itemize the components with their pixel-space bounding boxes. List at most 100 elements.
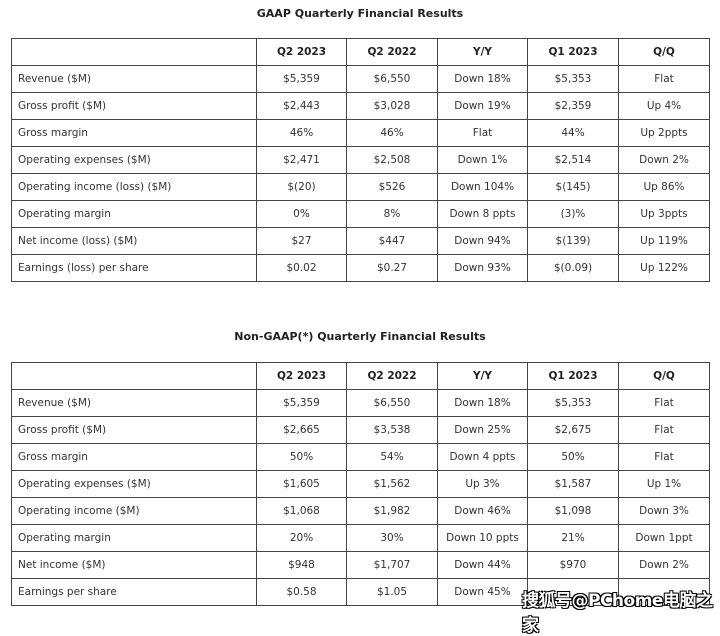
table-cell: $2,443 bbox=[256, 92, 347, 120]
table-cell: $2,514 bbox=[527, 146, 619, 174]
table-cell: 46% bbox=[256, 119, 347, 147]
table-cell: Down 10 ppts bbox=[437, 524, 528, 552]
non-gaap-title: Non-GAAP(*) Quarterly Financial Results bbox=[234, 330, 486, 343]
table-cell: Up 3% bbox=[437, 470, 528, 498]
table-cell: $(20) bbox=[256, 173, 347, 201]
table-cell: $948 bbox=[256, 551, 347, 579]
column-header: Y/Y bbox=[437, 362, 528, 390]
table-row: Earnings per share $0.58 $1.05 Down 45% bbox=[11, 578, 710, 606]
table-cell: $447 bbox=[346, 227, 438, 255]
column-header bbox=[11, 38, 257, 66]
table-cell: $3,538 bbox=[346, 416, 438, 444]
header-row: Q2 2023 Q2 2022 Y/Y Q1 2023 Q/Q bbox=[11, 362, 710, 390]
row-label: Gross profit ($M) bbox=[11, 416, 257, 444]
table-row: Net income (loss) ($M) $27 $447 Down 94% $(1… bbox=[11, 227, 710, 255]
column-header: Q2 2022 bbox=[346, 362, 438, 390]
table-row: Gross profit ($M) $2,443 $3,028 Down 19% $2,… bbox=[11, 92, 710, 120]
row-label: Net income (loss) ($M) bbox=[11, 227, 257, 255]
table-cell: Flat bbox=[618, 443, 710, 471]
table-cell: Up 122% bbox=[618, 254, 710, 282]
table-cell: Down 1% bbox=[437, 146, 528, 174]
table-row: Operating expenses ($M) $1,605 $1,562 Up 3%… bbox=[11, 470, 710, 498]
row-label: Earnings per share bbox=[11, 578, 257, 606]
row-label: Operating margin bbox=[11, 200, 257, 228]
table-cell: 20% bbox=[256, 524, 347, 552]
table-row: Operating expenses ($M) $2,471 $2,508 Down … bbox=[11, 146, 710, 174]
table-cell: 0% bbox=[256, 200, 347, 228]
table-cell: Up 3ppts bbox=[618, 200, 710, 228]
column-header bbox=[11, 362, 257, 390]
table-cell: Up 86% bbox=[618, 173, 710, 201]
watermark: 搜狐号@PChome电脑之家 bbox=[522, 591, 713, 636]
table-row: Operating margin 0% 8% Down 8 ppts (3)% Up 3p… bbox=[11, 200, 710, 228]
table-cell: Down 19% bbox=[437, 92, 528, 120]
table-row: Operating income (loss) ($M) $(20) $526 Dow… bbox=[11, 173, 710, 201]
gaap-table: Q2 2023 Q2 2022 Y/Y Q1 2023 Q/Q Revenue ($M) $… bbox=[11, 38, 710, 282]
row-label: Revenue ($M) bbox=[11, 65, 257, 93]
table-cell: $2,359 bbox=[527, 92, 619, 120]
table-cell: 50% bbox=[527, 443, 619, 471]
row-label: Gross profit ($M) bbox=[11, 92, 257, 120]
table-cell: $1,562 bbox=[346, 470, 438, 498]
table-cell: $5,359 bbox=[256, 65, 347, 93]
table-row: Net income ($M) $948 $1,707 Down 44% $970 Dow… bbox=[11, 551, 710, 579]
table-cell bbox=[618, 578, 710, 606]
table-cell: Down 45% bbox=[437, 578, 528, 606]
table-cell: Up 1% bbox=[618, 470, 710, 498]
column-header: Q/Q bbox=[618, 38, 710, 66]
header-row: Q2 2023 Q2 2022 Y/Y Q1 2023 Q/Q bbox=[11, 38, 710, 66]
table-cell: Flat bbox=[618, 65, 710, 93]
table-cell: $1,707 bbox=[346, 551, 438, 579]
table-cell: $1,605 bbox=[256, 470, 347, 498]
table-cell: Down 4 ppts bbox=[437, 443, 528, 471]
table-cell: Down 93% bbox=[437, 254, 528, 282]
table-cell: 44% bbox=[527, 119, 619, 147]
table-cell: 54% bbox=[346, 443, 438, 471]
table-cell: Flat bbox=[618, 416, 710, 444]
column-header: Q2 2023 bbox=[256, 362, 347, 390]
table-cell: Down 1ppt bbox=[618, 524, 710, 552]
table-cell: Down 18% bbox=[437, 389, 528, 417]
table-cell: $2,508 bbox=[346, 146, 438, 174]
table-cell: $526 bbox=[346, 173, 438, 201]
table-cell: (3)% bbox=[527, 200, 619, 228]
table-row: Earnings (loss) per share $0.02 $0.27 Down … bbox=[11, 254, 710, 282]
table-row: Revenue ($M) $5,359 $6,550 Down 18% $5,353 Fl… bbox=[11, 389, 710, 417]
table-cell: 8% bbox=[346, 200, 438, 228]
table-cell: Flat bbox=[437, 119, 528, 147]
table-cell: $(145) bbox=[527, 173, 619, 201]
row-label: Operating expenses ($M) bbox=[11, 470, 257, 498]
table-cell: Down 25% bbox=[437, 416, 528, 444]
table-cell: Down 8 ppts bbox=[437, 200, 528, 228]
table-cell: $1,098 bbox=[527, 497, 619, 525]
table-cell: $5,353 bbox=[527, 389, 619, 417]
table-row: Gross margin 46% 46% Flat 44% Up 2ppts bbox=[11, 119, 710, 147]
table-cell: 30% bbox=[346, 524, 438, 552]
table-cell: 50% bbox=[256, 443, 347, 471]
table-cell: Down 46% bbox=[437, 497, 528, 525]
row-label: Gross margin bbox=[11, 443, 257, 471]
table-cell: $(139) bbox=[527, 227, 619, 255]
table-cell: $1,068 bbox=[256, 497, 347, 525]
row-label: Operating margin bbox=[11, 524, 257, 552]
column-header: Q2 2023 bbox=[256, 38, 347, 66]
table-cell: $970 bbox=[527, 551, 619, 579]
column-header: Q2 2022 bbox=[346, 38, 438, 66]
table-cell: Down 2% bbox=[618, 146, 710, 174]
table-cell: $0.58 bbox=[256, 578, 347, 606]
table-cell: Down 94% bbox=[437, 227, 528, 255]
table-row: Revenue ($M) $5,359 $6,550 Down 18% $5,353 Fl… bbox=[11, 65, 710, 93]
gaap-title: GAAP Quarterly Financial Results bbox=[256, 7, 464, 20]
table-cell: $2,675 bbox=[527, 416, 619, 444]
table-cell: $3,028 bbox=[346, 92, 438, 120]
table-row: Operating margin 20% 30% Down 10 ppts 21% Dow… bbox=[11, 524, 710, 552]
row-label: Earnings (loss) per share bbox=[11, 254, 257, 282]
table-cell: $0.27 bbox=[346, 254, 438, 282]
row-label: Revenue ($M) bbox=[11, 389, 257, 417]
table-row: Operating income ($M) $1,068 $1,982 Down 46… bbox=[11, 497, 710, 525]
row-label: Operating income ($M) bbox=[11, 497, 257, 525]
table-cell: Up 119% bbox=[618, 227, 710, 255]
table-cell: 21% bbox=[527, 524, 619, 552]
table-cell: $(0.09) bbox=[527, 254, 619, 282]
table-cell: $0.02 bbox=[256, 254, 347, 282]
